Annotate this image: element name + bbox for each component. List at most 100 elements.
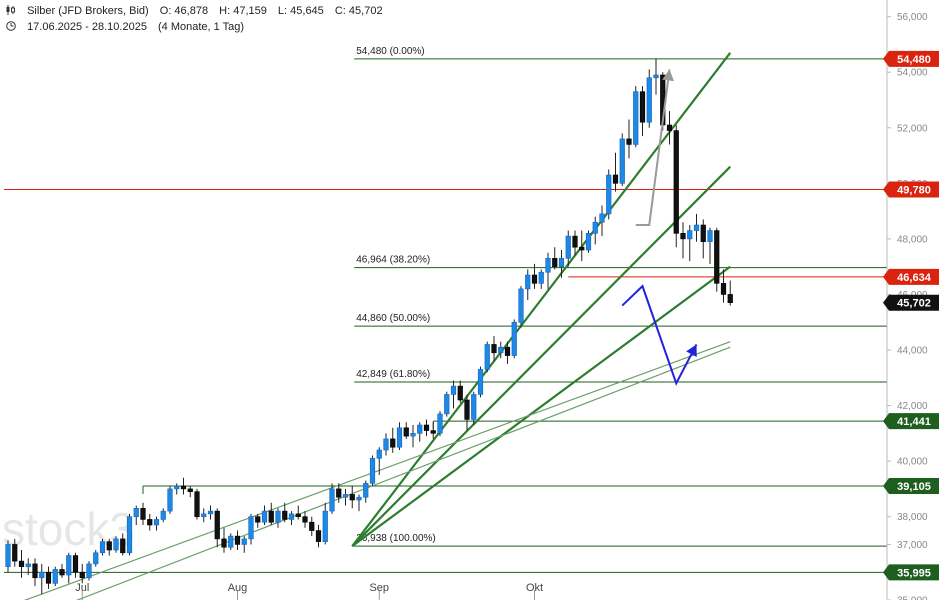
candle-down [302,516,308,523]
y-tick-label: 35,000 [897,596,928,600]
candle-down [552,258,558,267]
price-tag-bg [883,50,939,67]
candle-up [585,233,592,251]
candle-down [59,569,65,576]
candles [5,58,733,595]
y-tick-label: 40,000 [897,457,928,468]
price-tag-label: 39,105 [897,481,931,493]
candle-up [99,541,106,554]
price-tag: 35,995 [883,564,939,581]
candle-down [572,235,578,248]
candle-down [120,538,126,554]
candle-down [106,541,112,551]
fan-line [351,265,731,548]
clock-icon [6,21,16,31]
price-tag-label: 41,441 [897,416,931,428]
period-label: (4 Monate, 1 Tag) [158,21,245,33]
candle-up [511,321,517,356]
candle-up [241,538,247,545]
candle-down [504,346,511,356]
candle-down [390,438,396,448]
fan-line [351,165,732,547]
candle-up [275,510,281,523]
price-tag-label: 54,480 [897,54,931,66]
price-tag-bg [883,268,939,285]
candle-up [484,344,490,370]
candle-down [309,521,315,531]
y-tick-label: 56,000 [897,12,928,23]
candle-up [646,77,652,123]
candle-up [248,516,254,540]
watermark: stock3 [2,503,135,555]
candle-up [450,385,457,395]
candle-up [633,91,639,145]
price-tag-bg [883,294,939,311]
projection-arrowhead [686,344,697,357]
fib-level-label: 54,480 (0.00%) [356,46,424,57]
candle-up [288,513,295,520]
candle-down [194,491,200,517]
candle-up [518,288,524,323]
candle-down [268,510,274,523]
candle-up [498,346,504,354]
candle-up [363,483,369,498]
candle-down [147,519,153,526]
y-tick-label: 38,000 [897,512,928,523]
price-tag-label: 46,634 [897,272,932,284]
candle-up [599,213,605,223]
y-tick-label: 42,000 [897,401,928,412]
price-tags: 54,480 49,780 46,634 45,702 41,441 39,105 35,9… [883,50,939,581]
candle-up [687,230,693,240]
candle-up [160,510,166,520]
candle-down [639,91,646,123]
candle-up [565,235,571,259]
candle-down [612,174,619,184]
candle-up [207,510,214,515]
close-value: C: 45,702 [334,5,383,17]
price-tag-bg [883,564,939,581]
candle-up [592,221,598,234]
price-tag: 41,441 [883,413,939,430]
candle-down [579,246,585,251]
candle-down [714,230,720,284]
high-value: H: 47,159 [219,5,267,17]
candle-up [444,394,450,415]
candle-up [66,555,72,576]
price-tag: 45,702 [883,294,939,311]
x-tick-label: Jul [75,582,89,594]
candle-up [471,394,477,420]
candle-up [322,510,328,542]
candle-up [39,571,45,579]
x-tick-label: Okt [526,582,543,594]
price-tag: 39,105 [883,477,939,494]
candle-down [295,513,301,517]
open-value: O: 46,878 [159,5,209,17]
candle-down [234,535,241,545]
projection-path [621,284,698,386]
candle-down [18,560,25,567]
date-range: 17.06.2025 - 28.10.2025 [27,21,147,33]
candle-up [133,508,139,517]
candle-down [12,544,18,562]
y-tick-label: 37,000 [897,540,928,551]
candle-down [531,274,538,284]
candle-up [383,438,389,451]
candle-up [653,74,659,79]
low-value: L: 45,645 [277,5,324,17]
candle-up [619,138,625,184]
candle-up [396,427,403,448]
chart-period: 17.06.2025 - 28.10.2025 (4 Monate, 1 Tag… [6,21,252,33]
price-tag-label: 49,780 [897,184,931,196]
price-tag-label: 35,995 [897,567,931,579]
candle-up [52,569,58,584]
candle-down [673,130,679,234]
candle-up [356,496,362,501]
candle-down [336,488,342,498]
candle-down [45,571,52,584]
y-tick-label: 48,000 [897,234,928,245]
candle-up [477,369,484,395]
y-tick-label: 54,000 [897,68,928,79]
candle-up [167,488,173,512]
candle-up [538,271,544,284]
